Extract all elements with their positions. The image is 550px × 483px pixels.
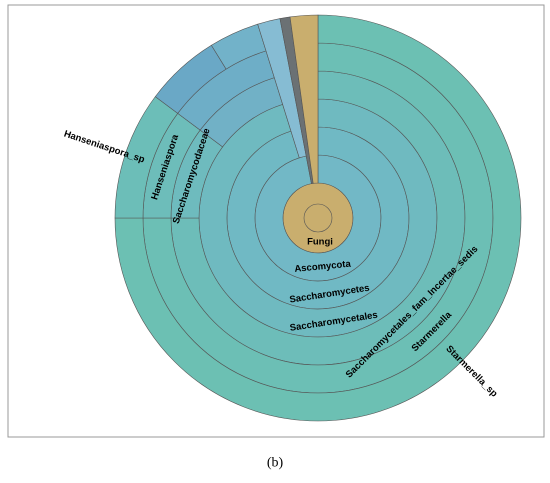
sector (114, 14, 522, 422)
caption: (b) (267, 456, 284, 471)
sunburst (114, 14, 522, 422)
node-label: Fungi (307, 237, 333, 248)
unassigned-sector (289, 14, 319, 184)
root-center (303, 203, 333, 233)
node-label: Ascomycota (294, 259, 352, 275)
